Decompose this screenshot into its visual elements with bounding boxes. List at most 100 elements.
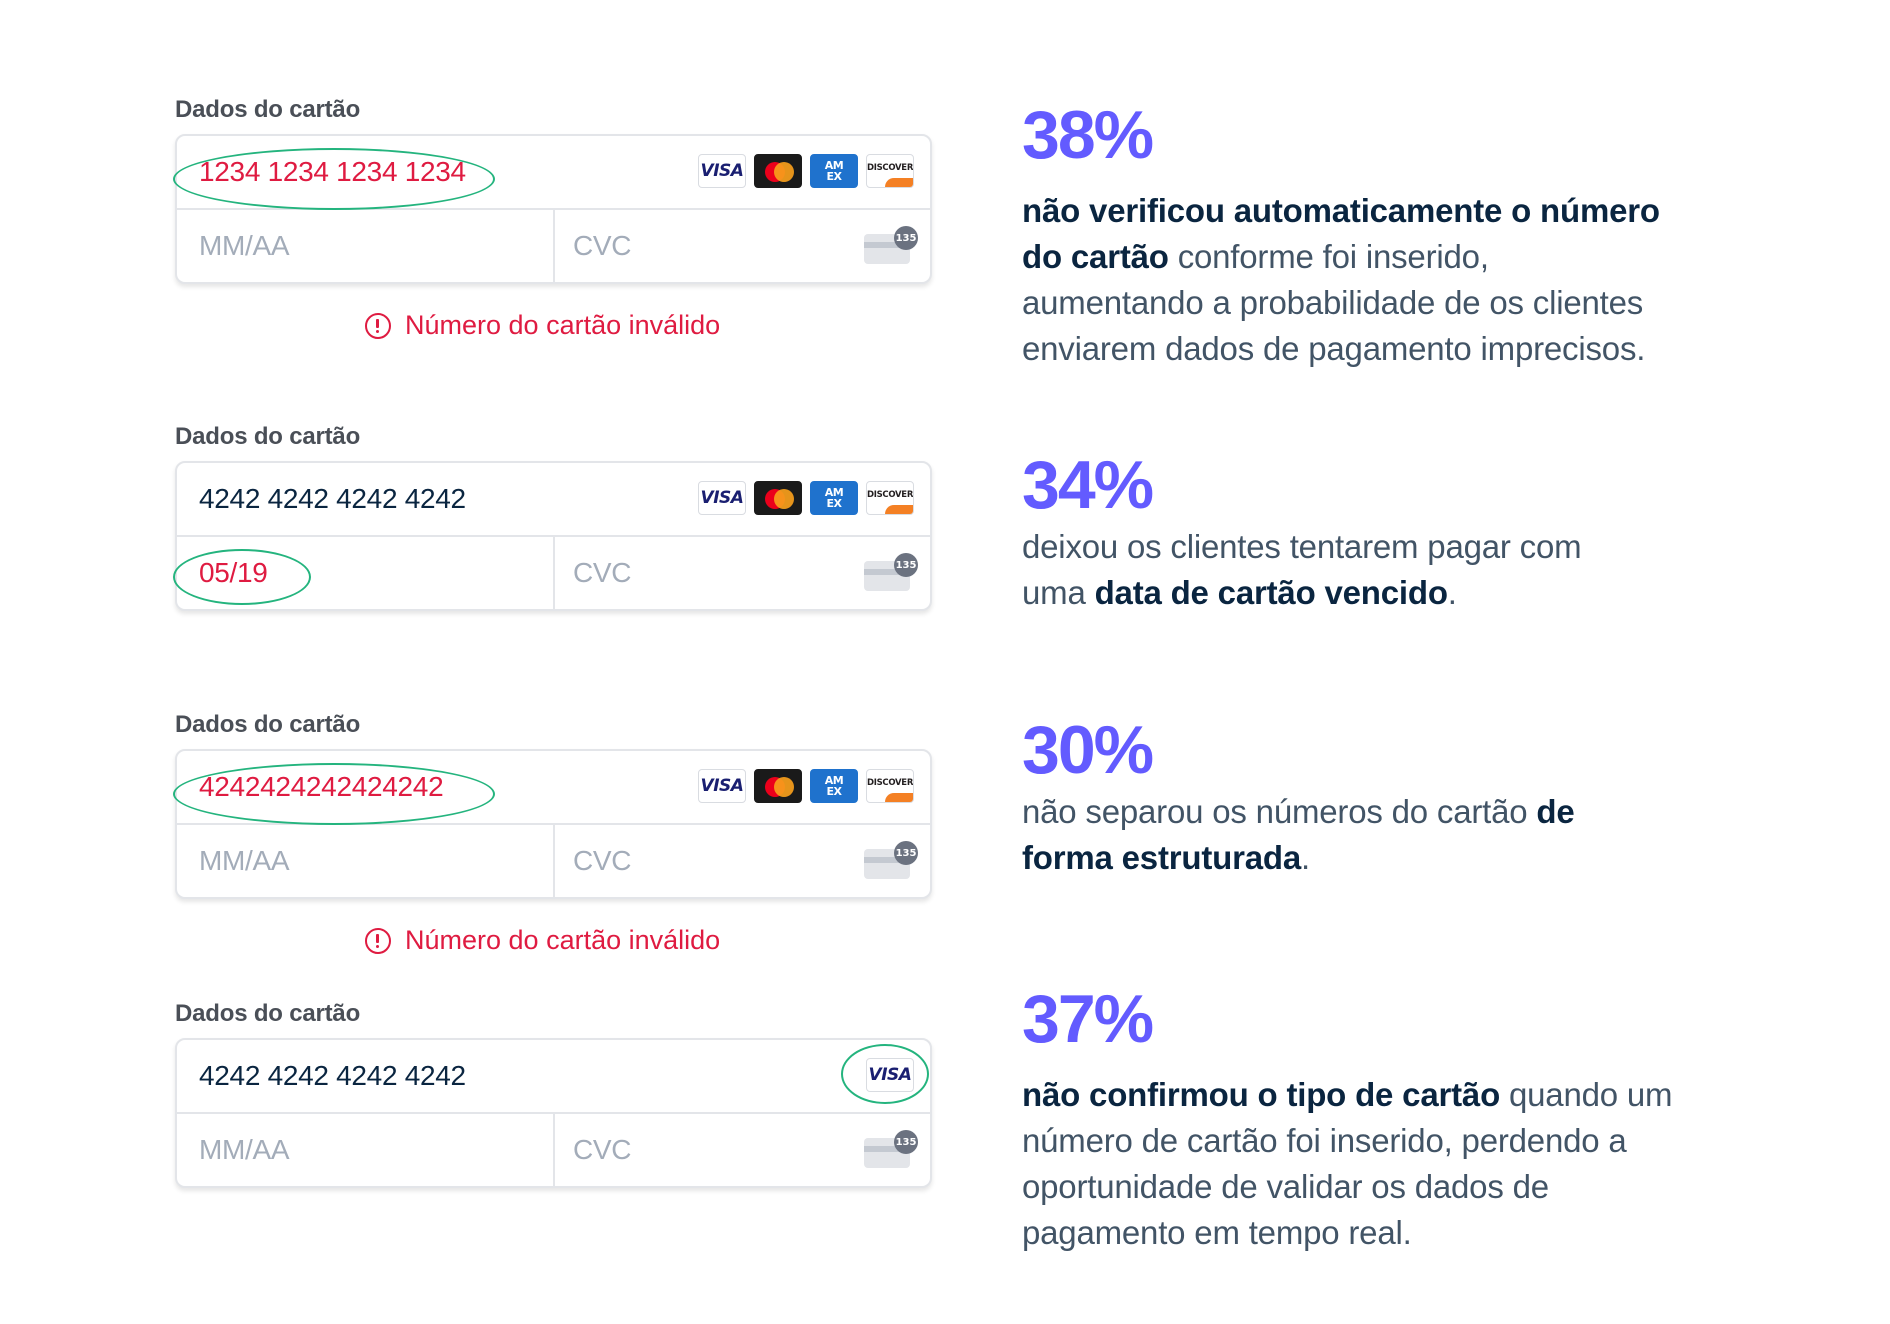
card-details-label: Dados do cartão [175, 423, 361, 450]
stat-description-line: aumentando a probabilidade de os cliente… [1022, 280, 1660, 326]
card-brand-icons: VISA AM EX DISCOVER [698, 154, 914, 188]
stat-description-line: do cartão conforme foi inserido, [1022, 234, 1660, 280]
stat-description-line: uma data de cartão vencido. [1022, 570, 1581, 616]
cvc-input[interactable]: CVC [573, 1134, 632, 1165]
cvc-card-icon: 135 [864, 1130, 918, 1168]
stat-percentage: 34% [1022, 447, 1154, 523]
stat-description-text: pagamento em tempo real. [1022, 1214, 1412, 1251]
visa-icon: VISA [698, 481, 746, 515]
highlight-ellipse [173, 549, 311, 605]
error-icon [365, 927, 391, 954]
visa-logo-text: VISA [700, 776, 744, 796]
stat-description-line: forma estruturada. [1022, 835, 1575, 881]
card-input-box: 4242 4242 4242 4242 VISA MM/AA CVC 135 [175, 1038, 932, 1188]
error-message: Número do cartão inválido [365, 310, 720, 341]
amex-logo-line1: AM [824, 774, 844, 787]
highlight-ellipse [841, 1044, 929, 1104]
stat-percentage: 37% [1022, 981, 1154, 1057]
amex-icon: AM EX [810, 481, 858, 515]
stat-description-text: uma [1022, 574, 1095, 611]
error-message: Número do cartão inválido [365, 925, 720, 956]
discover-logo-text: DISCOVER [866, 163, 914, 173]
stat-description-text: oportunidade de validar os dados de [1022, 1168, 1549, 1205]
discover-icon: DISCOVER [866, 769, 914, 803]
expiry-cvc-row: MM/AA CVC 135 [177, 825, 930, 897]
visa-logo-text: VISA [700, 161, 744, 181]
cvc-input[interactable]: CVC [573, 557, 632, 588]
card-details-label: Dados do cartão [175, 1000, 361, 1027]
cvc-badge: 135 [894, 841, 918, 865]
amex-icon: AM EX [810, 154, 858, 188]
card-number-row: 4242 4242 4242 4242 VISA [177, 1040, 930, 1114]
visa-icon: VISA [698, 769, 746, 803]
stat-description-text: . [1301, 839, 1310, 876]
amex-icon: AM EX [810, 769, 858, 803]
stat-description-text: número de cartão foi inserido, perdendo … [1022, 1122, 1627, 1159]
mastercard-icon [754, 154, 802, 188]
stat-description-text: enviarem dados de pagamento imprecisos. [1022, 330, 1646, 367]
stat-description-emphasis: de [1536, 793, 1575, 830]
mastercard-icon [754, 481, 802, 515]
stat-percentage: 38% [1022, 97, 1154, 173]
card-details-label: Dados do cartão [175, 96, 361, 123]
stat-description: não separou os números do cartão de forma… [1022, 789, 1575, 881]
cvc-card-icon: 135 [864, 553, 918, 591]
error-text: Número do cartão inválido [405, 925, 721, 955]
stat-description-emphasis: do cartão [1022, 238, 1169, 275]
expiry-input[interactable]: MM/AA [199, 230, 290, 261]
stat-description-emphasis: não confirmou o tipo de cartão [1022, 1076, 1501, 1113]
expiry-input[interactable]: MM/AA [199, 1134, 290, 1165]
stat-description-line: número de cartão foi inserido, perdendo … [1022, 1118, 1672, 1164]
stat-description-line: enviarem dados de pagamento imprecisos. [1022, 326, 1660, 372]
cvc-card-icon: 135 [864, 841, 918, 879]
expiry-cvc-row: MM/AA CVC 135 [177, 210, 930, 282]
amex-logo-line2: EX [826, 497, 843, 510]
stat-description-line: pagamento em tempo real. [1022, 1210, 1672, 1256]
amex-logo-line2: EX [826, 170, 843, 183]
stat-description-emphasis: não verificou automaticamente o número [1022, 192, 1660, 229]
stat-description-line: oportunidade de validar os dados de [1022, 1164, 1672, 1210]
stat-description-text: quando um [1500, 1076, 1673, 1113]
stat-description-emphasis: data de cartão vencido [1094, 574, 1448, 611]
stat-description-text: . [1447, 574, 1457, 611]
stat-description: não verificou automaticamente o número do… [1022, 188, 1660, 372]
stat-description-line: não confirmou o tipo de cartão quando um [1022, 1072, 1673, 1118]
cvc-badge: 135 [894, 1130, 918, 1154]
cvc-input[interactable]: CVC [573, 845, 632, 876]
expiry-input[interactable]: MM/AA [199, 845, 290, 876]
stat-description-line: deixou os clientes tentarem pagar com [1022, 524, 1582, 570]
mastercard-icon [754, 769, 802, 803]
stat-description-line: não verificou automaticamente o número [1022, 188, 1660, 234]
stat-percentage: 30% [1022, 712, 1154, 788]
visa-icon: VISA [698, 154, 746, 188]
error-icon [365, 312, 391, 339]
visa-logo-text: VISA [700, 488, 744, 508]
stat-description: não confirmou o tipo de cartão quando um… [1022, 1072, 1673, 1256]
amex-logo-line1: AM [824, 159, 844, 172]
highlight-ellipse [173, 763, 495, 825]
cvc-badge: 135 [894, 226, 918, 250]
expiry-cvc-row: MM/AA CVC 135 [177, 1114, 930, 1186]
error-text: Número do cartão inválido [405, 310, 721, 340]
amex-logo-line2: EX [826, 785, 843, 798]
highlight-ellipse [173, 148, 495, 210]
stat-description: deixou os clientes tentarem pagar com uma… [1022, 524, 1582, 616]
stat-description-text: deixou os clientes tentarem pagar com [1022, 528, 1582, 565]
card-brand-icons: VISA AM EX DISCOVER [698, 769, 914, 803]
card-number-row: 4242 4242 4242 4242 VISA AM EX DISCOVER [177, 463, 930, 537]
card-number-input[interactable]: 4242 4242 4242 4242 [199, 1060, 466, 1091]
cvc-card-icon: 135 [864, 226, 918, 264]
cvc-badge: 135 [894, 553, 918, 577]
stat-description-text: aumentando a probabilidade de os cliente… [1022, 284, 1644, 321]
amex-logo-line1: AM [824, 486, 844, 499]
stat-description-emphasis: forma estruturada [1022, 839, 1302, 876]
card-details-label: Dados do cartão [175, 711, 361, 738]
discover-icon: DISCOVER [866, 154, 914, 188]
cvc-input[interactable]: CVC [573, 230, 632, 261]
discover-logo-text: DISCOVER [866, 490, 914, 500]
card-number-input[interactable]: 4242 4242 4242 4242 [199, 483, 466, 514]
stat-description-line: não separou os números do cartão de [1022, 789, 1575, 835]
discover-logo-text: DISCOVER [866, 778, 914, 788]
card-brand-icons: VISA AM EX DISCOVER [698, 481, 914, 515]
stat-description-text: não separou os números do cartão [1022, 793, 1537, 830]
